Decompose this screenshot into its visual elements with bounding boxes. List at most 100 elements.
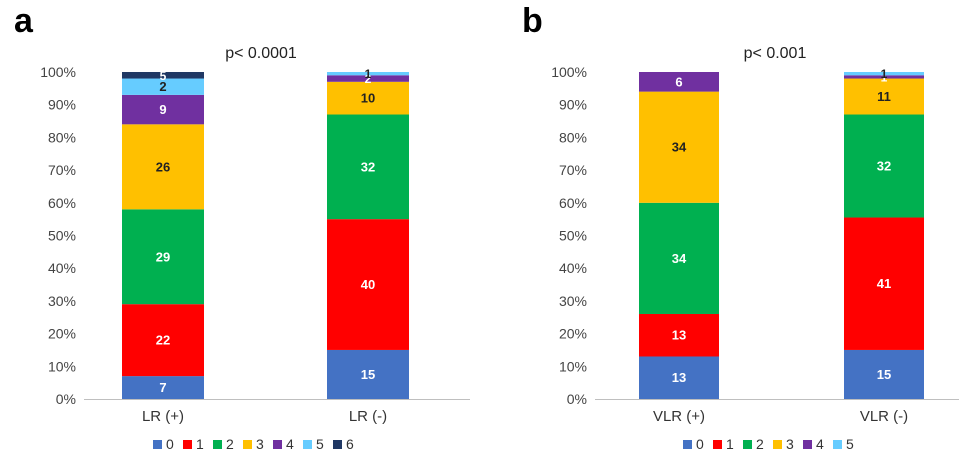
bar-segment xyxy=(327,349,409,399)
bar-segment xyxy=(122,209,204,305)
x-tick-label: VLR (+) xyxy=(653,408,705,425)
legend-swatch xyxy=(183,440,192,449)
data-label: 41 xyxy=(877,276,891,291)
data-label: 9 xyxy=(159,102,166,117)
data-label: 22 xyxy=(156,333,170,348)
data-label: 32 xyxy=(877,159,891,174)
legend-swatch xyxy=(833,440,842,449)
data-label: 1 xyxy=(881,70,888,84)
bar-segment xyxy=(844,349,924,399)
y-tick-label: 100% xyxy=(551,64,587,80)
bar-segment xyxy=(639,72,719,92)
data-label: 26 xyxy=(156,159,170,174)
data-label: 29 xyxy=(156,249,170,264)
legend-swatch xyxy=(333,440,342,449)
data-label: 2 xyxy=(365,72,372,86)
bar-segment xyxy=(122,78,204,95)
bar-segment xyxy=(122,124,204,210)
data-label: 1 xyxy=(881,67,888,81)
bar-segment xyxy=(327,219,409,350)
chart-panel-a: a p< 0.0001 0% 10% 20% 30% 40% 50% 60% 70% 80% 90%… xyxy=(14,2,470,450)
y-tick-label: 80% xyxy=(559,129,587,145)
stacked-bar-chart-a: p< 0.00010%10%20%30%40%50%60%70%80%90%10… xyxy=(40,45,470,450)
bar-segment xyxy=(639,313,719,357)
bar-segment xyxy=(844,114,924,218)
data-label: 40 xyxy=(361,277,375,292)
legend-label: 2 xyxy=(756,436,764,450)
bar-segment xyxy=(844,78,924,115)
legend-swatch xyxy=(713,440,722,449)
data-label: 13 xyxy=(672,328,686,343)
legend-label: 4 xyxy=(816,436,824,450)
legend-label: 1 xyxy=(726,436,734,450)
legend-label: 6 xyxy=(346,436,354,450)
y-tick-label: 70% xyxy=(559,162,587,178)
bar-segment xyxy=(122,304,204,377)
y-tick-label: 50% xyxy=(48,228,76,244)
y-tick-label: 90% xyxy=(48,97,76,113)
x-tick-label: LR (-) xyxy=(349,408,387,425)
panel-label-a: a xyxy=(14,2,33,40)
y-tick-label: 100% xyxy=(40,64,76,80)
data-label: 13 xyxy=(672,370,686,385)
y-tick-label: 40% xyxy=(559,260,587,276)
legend-swatch xyxy=(303,440,312,449)
x-tick-label: VLR (-) xyxy=(860,408,908,425)
legend-label: 5 xyxy=(316,436,324,450)
legend-label: 1 xyxy=(196,436,204,450)
y-tick-label: 70% xyxy=(48,162,76,178)
bar-segment xyxy=(639,202,719,314)
y-tick-label: 0% xyxy=(567,391,587,407)
data-label: 7 xyxy=(159,380,166,395)
y-tick-label: 30% xyxy=(48,293,76,309)
y-tick-label: 80% xyxy=(48,129,76,145)
y-tick-label: 30% xyxy=(559,293,587,309)
data-label: 2 xyxy=(159,79,166,94)
bar-segment xyxy=(122,72,204,79)
data-label: 1 xyxy=(365,67,372,81)
y-tick-label: 90% xyxy=(559,97,587,113)
legend-swatch xyxy=(683,440,692,449)
x-tick-label: LR (+) xyxy=(142,408,184,425)
bar-segment xyxy=(844,75,924,79)
data-label: 34 xyxy=(672,140,687,155)
legend-label: 0 xyxy=(696,436,704,450)
data-label: 15 xyxy=(877,367,891,382)
chart-title: p< 0.0001 xyxy=(225,45,297,62)
data-label: 34 xyxy=(672,251,687,266)
legend-label: 2 xyxy=(226,436,234,450)
panel-label-b: b xyxy=(522,2,543,40)
data-label: 15 xyxy=(361,367,375,382)
chart-panel-b: b p< 0.001 0% 10% 20% 30% 40% 50% 60% 70% 80% 90% 1… xyxy=(489,0,978,450)
stacked-bar-chart-b: p< 0.001 0% 10% 20% 30% 40% 50% 60% 70% 80% 90% 100… xyxy=(551,45,959,450)
legend-swatch xyxy=(743,440,752,449)
y-tick-label: 60% xyxy=(559,195,587,211)
data-label: 11 xyxy=(877,89,891,104)
legend-swatch xyxy=(773,440,782,449)
bar-segment xyxy=(327,72,409,76)
y-tick-label: 10% xyxy=(559,358,587,374)
y-tick-label: 10% xyxy=(48,358,76,374)
legend-swatch xyxy=(213,440,222,449)
bar-segment xyxy=(844,72,924,76)
y-tick-label: 20% xyxy=(559,326,587,342)
legend-label: 4 xyxy=(286,436,294,450)
data-label: 32 xyxy=(361,159,375,174)
legend-swatch xyxy=(273,440,282,449)
y-tick-label: 50% xyxy=(559,228,587,244)
data-label: 10 xyxy=(361,91,375,106)
legend-label: 3 xyxy=(256,436,264,450)
bar-segment xyxy=(327,114,409,220)
legend-label: 5 xyxy=(846,436,854,450)
bar-segment xyxy=(122,94,204,125)
y-tick-label: 40% xyxy=(48,260,76,276)
y-tick-label: 20% xyxy=(48,326,76,342)
chart-title: p< 0.001 xyxy=(744,45,807,62)
legend-swatch xyxy=(803,440,812,449)
bar-segment xyxy=(122,376,204,399)
y-tick-label: 0% xyxy=(56,391,76,407)
legend-swatch xyxy=(153,440,162,449)
legend-label: 0 xyxy=(166,436,174,450)
bar-segment xyxy=(327,81,409,115)
legend-swatch xyxy=(243,440,252,449)
